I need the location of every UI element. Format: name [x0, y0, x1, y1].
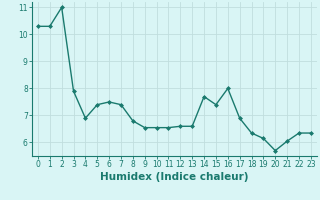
- X-axis label: Humidex (Indice chaleur): Humidex (Indice chaleur): [100, 172, 249, 182]
